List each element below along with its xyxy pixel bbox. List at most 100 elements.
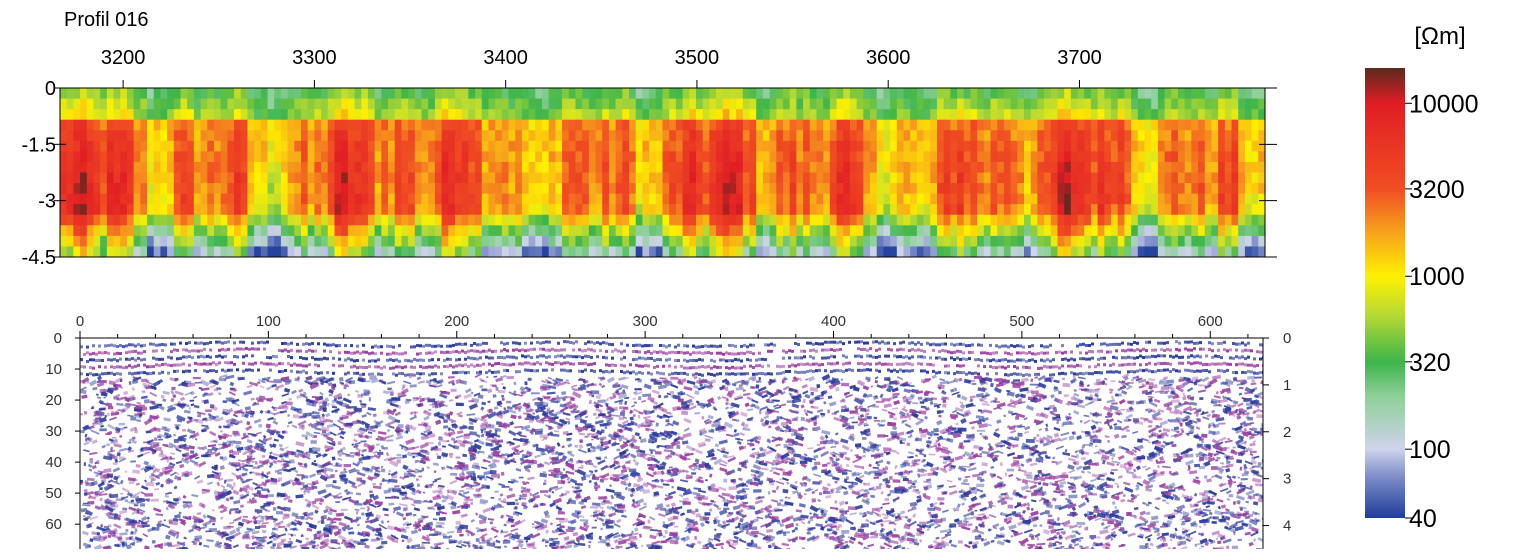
resistivity-cell [1071,246,1078,257]
resistivity-cell [100,141,107,152]
resistivity-cell [696,141,703,152]
resistivity-cell [696,236,703,247]
radargram-cell [233,363,236,366]
radargram-cell [644,351,647,354]
resistivity-cell [308,246,315,257]
resistivity-cell [1024,194,1031,205]
resistivity-cell [756,151,763,162]
resistivity-cell [890,151,897,162]
radargram-cell [887,348,890,351]
radargram-cell [287,343,290,346]
radargram-cell [719,359,722,362]
resistivity-cell [488,120,495,131]
resistivity-cell [609,173,616,184]
resistivity-cell [736,204,743,215]
resistivity-cell [663,236,670,247]
resistivity-cell [857,99,864,110]
radargram-cell [164,343,167,346]
resistivity-cell [60,225,67,236]
resistivity-cell [1051,99,1058,110]
resistivity-cell [482,236,489,247]
resistivity-cell [268,246,275,257]
resistivity-cell [1124,162,1131,173]
radargram-cell [779,365,782,368]
resistivity-cell [756,204,763,215]
resistivity-cell [642,130,649,141]
radargram-cell [227,348,230,351]
resistivity-cell [1017,88,1024,99]
resistivity-cell [1165,225,1172,236]
resistivity-cell [676,246,683,257]
resistivity-cell [1218,151,1225,162]
radargram-cell [392,346,395,349]
resistivity-cell [355,194,362,205]
resistivity-cell [1044,204,1051,215]
radargram-cell [311,342,314,345]
radargram-cell [461,364,464,367]
resistivity-cell [763,215,770,226]
radargram-cell [674,372,677,375]
radargram-cell [959,371,962,374]
radargram-cell [506,363,509,366]
radargram-cell [668,351,671,354]
resistivity-cell [810,162,817,173]
resistivity-cell [950,130,957,141]
radargram-cell [932,364,935,367]
resistivity-cell [1044,99,1051,110]
radargram-cell [812,363,815,366]
resistivity-cell [127,204,134,215]
radargram-cell [1004,358,1007,361]
resistivity-cell [140,99,147,110]
resistivity-cell [154,173,161,184]
resistivity-cell [381,246,388,257]
resistivity-cell [1252,246,1259,257]
radargram-cell [1094,365,1097,368]
radargram-cell [647,364,650,367]
resistivity-cell [167,141,174,152]
resistivity-cell [321,88,328,99]
resistivity-cell [67,194,74,205]
resistivity-cell [776,246,783,257]
radargram-cell [1199,341,1202,344]
radargram-cell [335,344,338,347]
resistivity-cell [917,88,924,99]
radargram-cell [509,356,512,359]
radargram-cell [197,356,200,359]
resistivity-cell [1191,162,1198,173]
resistivity-cell [1044,236,1051,247]
resistivity-cell [589,246,596,257]
radargram-cell [878,355,881,358]
radargram-cell [257,341,260,344]
resistivity-cell [221,246,228,257]
radargram-cell [926,371,929,374]
radargram-cell [710,359,713,362]
radargram-cell [626,344,629,347]
radargram-cell [920,355,923,358]
resistivity-cell [1064,162,1071,173]
resistivity-cell [341,236,348,247]
radargram-cell [869,347,872,350]
resistivity-cell [482,109,489,120]
resistivity-cell [60,130,67,141]
resistivity-cell [944,99,951,110]
resistivity-cell [1138,141,1145,152]
resistivity-cell [857,130,864,141]
resistivity-cell [428,99,435,110]
resistivity-cell [636,88,643,99]
radargram-cell [1259,358,1262,361]
resistivity-cell [1198,99,1205,110]
resistivity-cell [455,120,462,131]
resistivity-cell [462,88,469,99]
radargram-cell [569,362,572,365]
radargram-cell [1190,340,1193,343]
radargram-cell [962,357,965,360]
resistivity-cell [750,141,757,152]
resistivity-cell [756,88,763,99]
resistivity-cell [736,151,743,162]
radargram-cell [563,369,566,372]
radargram-cell [404,365,407,368]
resistivity-cell [388,236,395,247]
resistivity-cell [723,204,730,215]
resistivity-cell [375,151,382,162]
radargram-cell [461,371,464,374]
